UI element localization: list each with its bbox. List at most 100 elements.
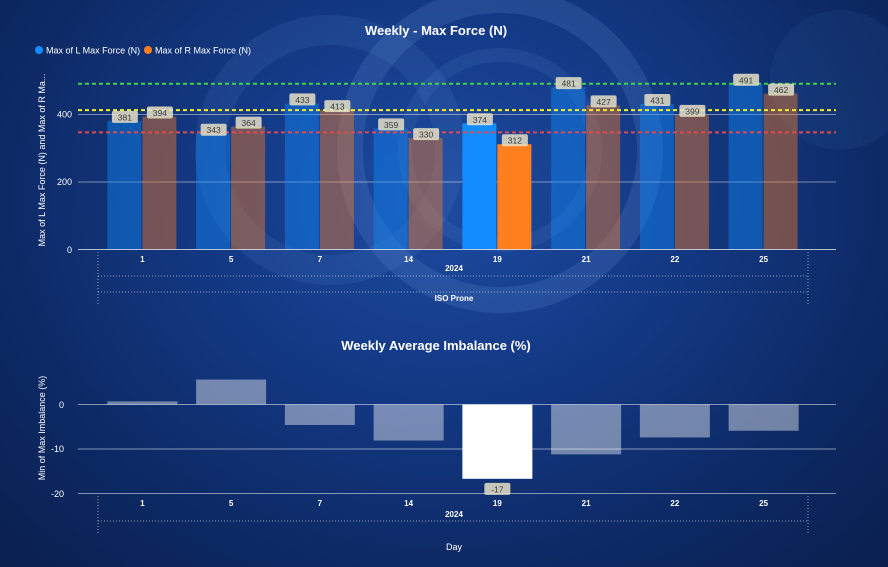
imbalance-bar[interactable]: [551, 404, 622, 455]
max-force-bar[interactable]: [674, 114, 709, 250]
data-label-background: [484, 482, 511, 495]
imbalance-y-axis-label: Min of Max Imbalance (%): [37, 376, 47, 481]
max-force-x-tick-label: 21: [582, 255, 591, 264]
imbalance-x-group-label: 2024: [445, 510, 463, 519]
legend-marker-l: [35, 46, 43, 54]
max-force-y-tick-0: 0: [67, 245, 72, 255]
max-force-bar[interactable]: [142, 116, 177, 250]
legend-marker-r: [144, 46, 152, 54]
max-force-data-label: 427: [597, 97, 611, 107]
max-force-data-label: 374: [473, 115, 487, 125]
data-label-background: [111, 110, 138, 123]
max-force-bar[interactable]: [462, 123, 497, 250]
max-force-legend: Max of L Max Force (N) Max of R Max Forc…: [35, 46, 251, 56]
max-force-chart: Weekly - Max Force (N) Max of L Max Forc…: [35, 23, 836, 306]
max-force-data-label: 330: [419, 130, 433, 140]
max-force-bar[interactable]: [497, 144, 532, 250]
imbalance-bar[interactable]: [462, 404, 533, 479]
imbalance-y-tick-0: 0: [59, 400, 64, 410]
max-force-data-label: 491: [739, 75, 753, 85]
imbalance-data-label: -17: [491, 484, 504, 494]
imbalance-title: Weekly Average Imbalance (%): [341, 338, 531, 353]
imbalance-x-tick-label: 21: [582, 499, 591, 508]
imbalance-bar[interactable]: [196, 379, 267, 405]
max-force-x-tick-label: 19: [493, 255, 502, 264]
imbalance-x-axis-label: Day: [446, 542, 463, 552]
max-force-x-tick-label: 7: [318, 255, 323, 264]
max-force-data-label: 381: [118, 112, 132, 122]
max-force-data-label: 312: [508, 136, 522, 146]
data-label-background: [466, 113, 493, 126]
data-label-background: [501, 134, 528, 147]
max-force-x-tick-label: 25: [759, 255, 768, 264]
max-force-data-label: 413: [330, 102, 344, 112]
imbalance-x-tick-label: 25: [759, 499, 768, 508]
max-force-x-group-label: 2024: [445, 264, 463, 273]
imbalance-bar[interactable]: [639, 404, 710, 438]
max-force-data-label: 433: [295, 95, 309, 105]
max-force-bar[interactable]: [107, 120, 142, 250]
imbalance-bar[interactable]: [284, 404, 355, 425]
max-force-bar[interactable]: [373, 128, 408, 250]
data-label-background: [644, 94, 671, 107]
max-force-data-label: 399: [685, 106, 699, 116]
data-label-background: [733, 73, 760, 86]
max-force-y-tick-200: 200: [57, 177, 72, 187]
imbalance-x-tick-label: 22: [670, 499, 679, 508]
max-force-y-tick-400: 400: [57, 110, 72, 120]
imbalance-bar[interactable]: [107, 401, 178, 405]
data-label-background: [324, 100, 351, 113]
max-force-bar[interactable]: [408, 138, 443, 250]
imbalance-x-ticks: 1 5 7 14 19 21 22 25: [140, 499, 768, 508]
legend-item-r[interactable]: Max of R Max Force (N): [144, 46, 251, 56]
max-force-bar[interactable]: [586, 105, 621, 250]
max-force-bars: [107, 83, 798, 250]
max-force-x-outer-label: ISO Prone: [435, 294, 474, 303]
max-force-x-tick-label: 14: [404, 255, 413, 264]
imbalance-bars: [107, 379, 799, 479]
imbalance-x-tick-label: 5: [229, 499, 234, 508]
max-force-bar[interactable]: [763, 93, 798, 250]
imbalance-x-tick-label: 1: [140, 499, 145, 508]
data-label-background: [235, 116, 262, 129]
max-force-bar[interactable]: [319, 110, 354, 250]
max-force-x-tick-label: 22: [670, 255, 679, 264]
max-force-bar[interactable]: [728, 83, 763, 250]
max-force-x-tick-label: 1: [140, 255, 145, 264]
data-label-background: [555, 77, 582, 90]
max-force-data-label: 431: [650, 96, 664, 106]
legend-label-r: Max of R Max Force (N): [155, 46, 251, 56]
max-force-data-labels: 381 394 343 364 433 413 359 330 374 312 481 427 431 3…: [111, 73, 795, 147]
imbalance-chart: Weekly Average Imbalance (%) Min of Max …: [37, 338, 836, 552]
max-force-data-label: 343: [207, 125, 221, 135]
max-force-y-axis-label: Max of L Max Force (N) and Max of R Ma..…: [37, 74, 47, 247]
max-force-bar[interactable]: [639, 104, 674, 250]
imbalance-bar[interactable]: [728, 404, 799, 431]
data-label-background: [289, 93, 316, 106]
data-label-background: [679, 104, 706, 117]
max-force-bar[interactable]: [551, 87, 586, 250]
max-force-bar[interactable]: [284, 103, 319, 250]
max-force-data-label: 462: [774, 85, 788, 95]
legend-item-l[interactable]: Max of L Max Force (N): [35, 46, 140, 56]
data-label-background: [378, 118, 405, 131]
max-force-data-label: 394: [153, 108, 167, 118]
max-force-x-ticks: 1 5 7 14 19 21 22 25: [140, 255, 768, 264]
max-force-reference-lines: [78, 82, 836, 134]
data-label-background: [590, 95, 617, 108]
max-force-title: Weekly - Max Force (N): [365, 23, 507, 38]
max-force-bar[interactable]: [231, 126, 266, 250]
max-force-x-tick-label: 5: [229, 255, 234, 264]
data-label-background: [768, 83, 795, 96]
imbalance-bar[interactable]: [373, 404, 444, 441]
imbalance-x-tick-label: 14: [404, 499, 413, 508]
legend-label-l: Max of L Max Force (N): [46, 46, 140, 56]
imbalance-y-tick-neg20: -20: [51, 489, 64, 499]
max-force-bar[interactable]: [196, 133, 231, 250]
imbalance-data-labels: -17: [484, 482, 511, 495]
max-force-data-label: 364: [242, 118, 256, 128]
imbalance-x-tick-label: 19: [493, 499, 502, 508]
max-force-data-label: 481: [562, 79, 576, 89]
data-label-background: [146, 106, 173, 119]
